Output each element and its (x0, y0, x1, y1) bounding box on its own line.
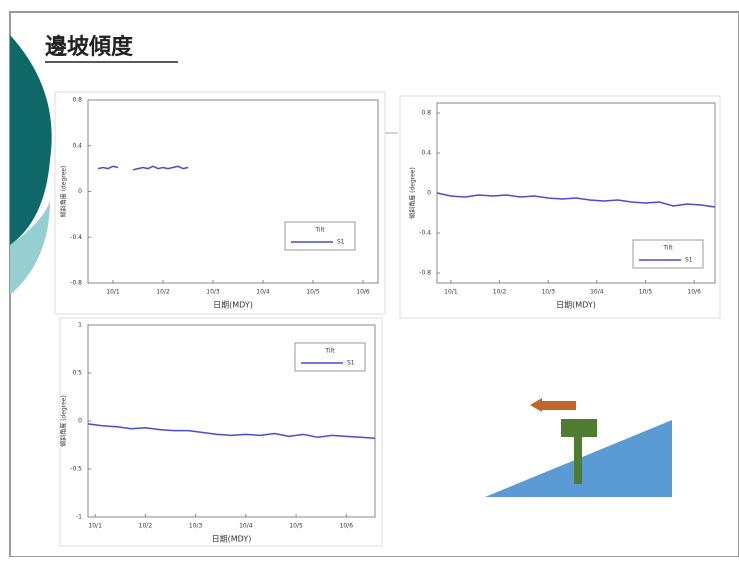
legend-title: Tilt (314, 227, 325, 234)
y-tick-label: -0.4 (419, 230, 431, 237)
x-axis-label: 日期(MDY) (213, 301, 253, 310)
x-tick-label: 10/2 (139, 523, 153, 530)
series-line (97, 165, 189, 171)
x-tick-label: 10/3 (541, 289, 555, 296)
y-tick-label: 0.5 (72, 370, 82, 377)
legend-box (632, 239, 704, 269)
x-axis-label: 日期(MDY) (556, 301, 596, 310)
post (574, 432, 582, 484)
y-axis-label: 傾斜角度 (degree) (409, 167, 417, 219)
x-tick-label: 10/5 (306, 289, 320, 296)
x-tick-label: 10/4 (590, 289, 604, 296)
x-tick-label: 10/4 (239, 523, 253, 530)
y-tick-label: -0.4 (70, 234, 82, 241)
y-axis-label: 傾斜角度 (degree) (60, 166, 68, 218)
legend-box (294, 342, 366, 372)
x-tick-label: 10/1 (88, 523, 102, 530)
series-line (436, 192, 716, 208)
chart-frame (399, 95, 721, 319)
x-tick-label: 10/5 (639, 289, 653, 296)
decor-light (10, 200, 50, 295)
y-tick-label: 1 (78, 322, 82, 329)
y-tick-label: 0 (427, 190, 431, 197)
x-tick-label: 10/6 (340, 523, 354, 530)
y-tick-label: 0.4 (72, 142, 82, 149)
x-tick-label: 10/4 (256, 289, 270, 296)
x-tick-label: 10/1 (106, 289, 120, 296)
y-tick-label: 0 (78, 418, 82, 425)
x-axis-label: 日期(MDY) (212, 535, 252, 544)
y-tick-label: 0.8 (421, 110, 431, 117)
y-tick-label: 0 (78, 188, 82, 195)
chart-frame (54, 91, 386, 315)
x-tick-label: 10/1 (444, 289, 458, 296)
y-axis-label: 傾斜角度 (degree) (60, 395, 68, 447)
y-tick-label: -0.5 (70, 466, 82, 473)
x-tick-label: 10/3 (189, 523, 203, 530)
series-line (87, 423, 376, 440)
y-tick-label: 0.8 (72, 97, 82, 104)
y-tick-label: 0.4 (421, 150, 431, 157)
y-tick-label: -0.8 (419, 270, 431, 277)
sign (561, 419, 597, 437)
y-tick-label: -0.8 (70, 280, 82, 287)
x-tick-label: 10/6 (356, 289, 370, 296)
legend-title: Tilt (324, 348, 335, 355)
slide-title: 邊坡傾度 (45, 34, 134, 60)
x-tick-label: 10/2 (156, 289, 170, 296)
legend-label: S1 (347, 360, 355, 367)
arrow-body (540, 401, 576, 410)
x-tick-label: 10/5 (289, 523, 303, 530)
arrow-head (530, 398, 542, 412)
x-tick-label: 10/3 (206, 289, 220, 296)
x-tick-label: 10/6 (687, 289, 701, 296)
legend-title: Tilt (662, 245, 673, 252)
y-tick-label: -1 (76, 514, 82, 521)
decor-teal (10, 35, 52, 245)
legend-box (284, 221, 356, 251)
legend-label: S1 (685, 257, 693, 264)
x-tick-label: 10/2 (493, 289, 507, 296)
legend-label: S1 (337, 239, 345, 246)
